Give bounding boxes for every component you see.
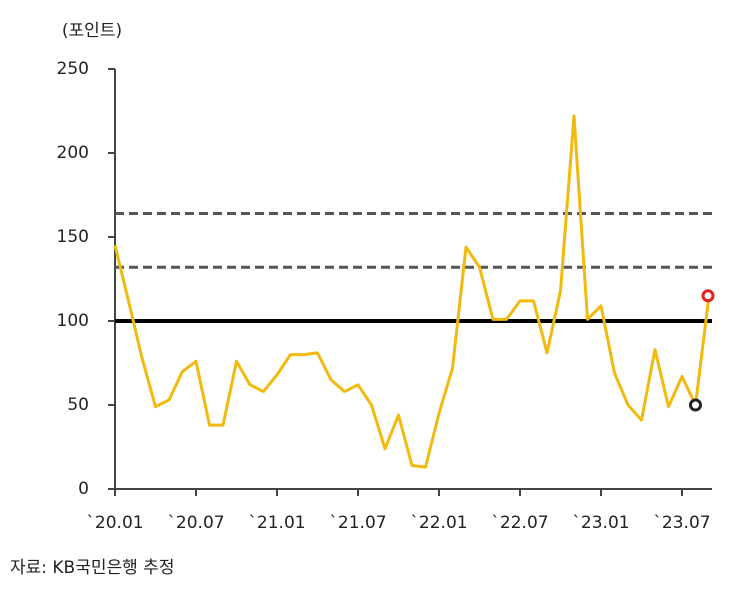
y-tick-label: 0 [78, 479, 89, 499]
highlight-marker [689, 398, 702, 412]
x-tick-label: `22.01 [410, 513, 467, 533]
x-tick-label: `20.01 [86, 513, 143, 533]
x-tick-label: `21.07 [329, 513, 386, 533]
x-tick-label: `22.07 [491, 513, 548, 533]
highlight-marker [701, 289, 715, 303]
y-tick-label: 200 [57, 143, 89, 163]
y-tick-label: 150 [57, 227, 89, 247]
y-tick-label: 250 [57, 59, 89, 79]
data-line [113, 114, 711, 469]
x-tick-label: `21.01 [248, 513, 305, 533]
source: 자료: KB국민은행 추정 [10, 558, 174, 578]
x-tick-label: `20.07 [167, 513, 224, 533]
x-tick-label: `23.07 [653, 513, 710, 533]
y-axis-label: (포인트) [62, 21, 122, 41]
y-tick-label: 100 [57, 311, 89, 331]
x-tick-label: `23.01 [572, 513, 629, 533]
y-tick-label: 50 [67, 395, 89, 415]
